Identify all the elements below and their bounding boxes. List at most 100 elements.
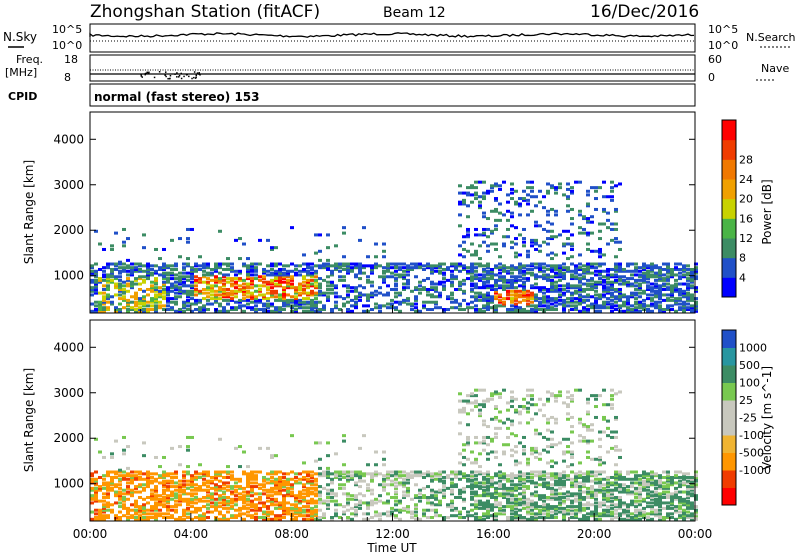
velocity-cell: [106, 486, 110, 490]
velocity-cell: [118, 468, 122, 472]
velocity-cell: [278, 485, 282, 489]
velocity-cell: [202, 505, 206, 509]
velocity-cell: [634, 470, 638, 474]
velocity-cell: [530, 394, 534, 398]
power-cell: [190, 273, 194, 277]
velocity-cell: [478, 501, 482, 505]
power-cell: [122, 269, 126, 273]
power-cell: [670, 295, 674, 299]
power-cell: [410, 262, 414, 266]
velocity-cell: [670, 494, 674, 498]
power-cell: [498, 304, 502, 308]
power-cell: [318, 286, 322, 290]
power-cell: [662, 277, 666, 281]
velocity-cell: [286, 488, 290, 492]
power-cell: [138, 306, 142, 310]
power-cell: [670, 284, 674, 288]
velocity-cell: [354, 474, 358, 478]
velocity-cell: [578, 497, 582, 501]
power-cell: [590, 249, 594, 253]
power-cell: [110, 244, 114, 248]
velocity-cell: [542, 506, 546, 510]
power-cell: [442, 262, 446, 266]
velocity-cell: [150, 495, 154, 499]
power-cell: [270, 289, 274, 293]
power-cbar-tick: 16: [739, 212, 753, 225]
power-cell: [622, 275, 626, 279]
velocity-cell: [618, 474, 622, 478]
power-cell: [550, 280, 554, 284]
power-cell: [130, 269, 134, 273]
velocity-cell: [310, 479, 314, 483]
power-cell: [686, 297, 690, 301]
velocity-cell: [378, 483, 382, 487]
velocity-cell: [122, 497, 126, 501]
velocity-cell: [118, 490, 122, 494]
power-cell: [298, 293, 302, 297]
power-cell: [354, 273, 358, 277]
power-cell: [570, 242, 574, 246]
velocity-cell: [622, 512, 626, 516]
velocity-cell: [406, 481, 410, 485]
power-cell: [266, 302, 270, 306]
velocity-cell: [114, 494, 118, 498]
velocity-cell: [486, 494, 490, 498]
velocity-cell: [302, 475, 306, 479]
power-cell: [618, 287, 622, 291]
velocity-cell: [338, 515, 342, 519]
velocity-cell: [334, 499, 338, 503]
velocity-cell: [158, 508, 162, 512]
velocity-cell: [534, 514, 538, 518]
power-cell: [394, 307, 398, 311]
power-cell: [126, 298, 130, 302]
velocity-cell: [378, 512, 382, 516]
velocity-cell: [582, 425, 586, 429]
power-cell: [394, 291, 398, 295]
power-cell: [570, 247, 574, 251]
velocity-cell: [154, 517, 158, 521]
power-cell: [174, 286, 178, 290]
power-cell: [114, 293, 118, 297]
freq-dot: [148, 71, 150, 74]
power-cell: [342, 255, 346, 259]
velocity-cell: [402, 495, 406, 499]
power-cell: [618, 306, 622, 310]
power-cell: [530, 291, 534, 295]
velocity-cell: [526, 394, 530, 398]
velocity-cell: [274, 515, 278, 519]
power-cell: [606, 273, 610, 277]
power-cell: [138, 297, 142, 301]
power-cell: [430, 282, 434, 286]
power-cell: [510, 289, 514, 293]
velocity-cell: [174, 470, 178, 474]
power-cell: [350, 309, 354, 313]
power-cell: [254, 309, 258, 313]
velocity-cell: [554, 488, 558, 492]
power-cell: [98, 300, 102, 304]
power-cell: [154, 289, 158, 293]
velocity-cell: [130, 479, 134, 483]
power-cell: [566, 300, 570, 304]
power-cell: [194, 300, 198, 304]
power-cell: [306, 293, 310, 297]
power-cell: [650, 297, 654, 301]
power-cell: [222, 298, 226, 302]
velocity-cell: [478, 465, 482, 469]
power-cell: [466, 271, 470, 275]
power-cell: [106, 307, 110, 311]
velocity-cell: [518, 441, 522, 445]
power-cell: [590, 284, 594, 288]
velocity-cell: [534, 515, 538, 519]
power-cell: [342, 284, 346, 288]
power-cell: [310, 278, 314, 282]
power-cell: [618, 277, 622, 281]
velocity-cell: [246, 479, 250, 483]
power-cell: [494, 197, 498, 201]
velocity-cell: [310, 510, 314, 514]
velocity-cell: [542, 503, 546, 507]
velocity-cell: [602, 488, 606, 492]
power-cell: [490, 298, 494, 302]
power-cell: [110, 262, 114, 266]
power-cell: [586, 189, 590, 193]
power-cell: [574, 266, 578, 270]
